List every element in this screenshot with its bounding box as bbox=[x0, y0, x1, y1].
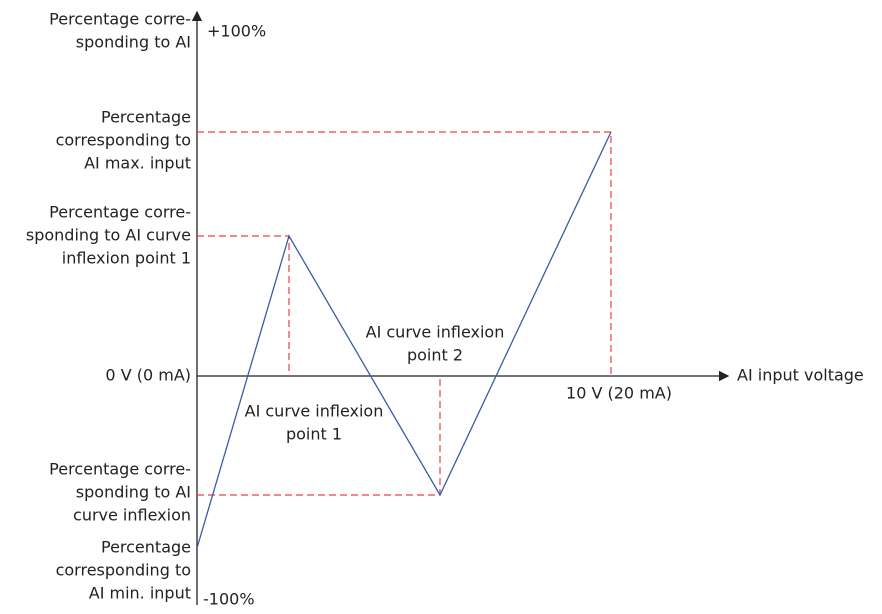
y-label: corresponding to bbox=[56, 561, 191, 580]
y-label: curve inflexion bbox=[73, 506, 191, 525]
y-label: AI min. input bbox=[89, 584, 191, 603]
y-axis-title: sponding to AI bbox=[76, 33, 191, 52]
y-top-label: +100% bbox=[207, 22, 266, 41]
guide-inflexion-1 bbox=[197, 235, 290, 376]
point-label: AI curve inflexion bbox=[366, 323, 505, 342]
point-label: point 1 bbox=[286, 425, 342, 444]
y-label: Percentage corre- bbox=[49, 460, 191, 479]
point-label: AI curve inflexion bbox=[245, 402, 384, 421]
y-label: corresponding to bbox=[56, 131, 191, 150]
y-label: Percentage bbox=[101, 108, 191, 127]
x-axis-title: AI input voltage bbox=[737, 366, 864, 385]
y-label: Percentage bbox=[101, 538, 191, 557]
y-label: sponding to AI bbox=[76, 483, 191, 502]
y-label: Percentage corre- bbox=[49, 203, 191, 222]
y-bottom-label: -100% bbox=[203, 590, 255, 609]
point-label: point 2 bbox=[407, 346, 463, 365]
curve bbox=[196, 131, 612, 549]
y-label: AI max. input bbox=[84, 154, 191, 173]
y-label: sponding to AI curve bbox=[26, 226, 191, 245]
x-origin-label: 0 V (0 mA) bbox=[105, 366, 191, 385]
y-axis-title: Percentage corre- bbox=[49, 10, 191, 29]
x-end-label: 10 V (20 mA) bbox=[566, 384, 672, 403]
y-label: inflexion point 1 bbox=[62, 249, 191, 268]
